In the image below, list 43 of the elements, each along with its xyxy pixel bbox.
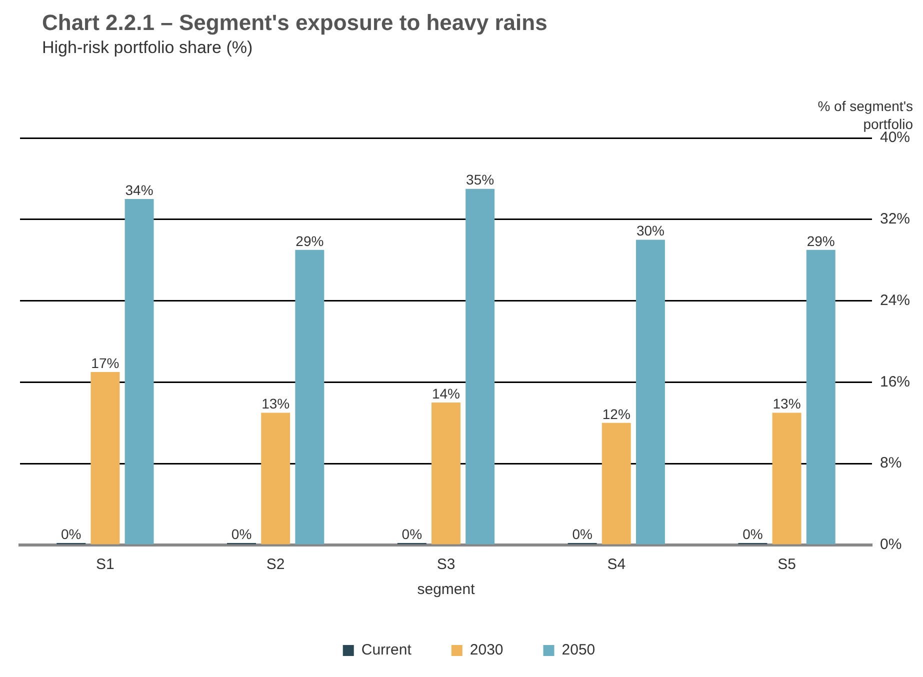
- data-label: 30%: [636, 222, 664, 239]
- x-tick-label: S5: [778, 556, 796, 574]
- y-tick-label: 16%: [880, 373, 910, 390]
- legend-label: 2030: [470, 642, 504, 659]
- chart-title: Chart 2.2.1 – Segment's exposure to heavy rains: [42, 10, 548, 36]
- y-tick-label: 24%: [880, 292, 910, 309]
- data-label: 12%: [602, 406, 630, 422]
- legend-label: 2050: [562, 642, 596, 659]
- bar: [90, 372, 120, 544]
- data-label: 17%: [91, 354, 120, 371]
- x-tick-label: S1: [96, 556, 114, 574]
- y-tick-label: 8%: [880, 454, 902, 472]
- data-label: 0%: [231, 526, 252, 542]
- data-label: 0%: [61, 526, 82, 542]
- x-tick-label: S2: [266, 556, 285, 574]
- bar: [124, 199, 154, 544]
- bar: [432, 402, 460, 544]
- y-tick-label: 0%: [880, 536, 902, 554]
- data-label: 13%: [262, 396, 290, 412]
- data-label: 14%: [432, 385, 460, 402]
- bar: [636, 240, 665, 544]
- y-tick-label: 40%: [880, 129, 910, 146]
- chart-subtitle: High-risk portfolio share (%): [42, 38, 254, 58]
- x-tick-label: S4: [607, 556, 626, 574]
- x-axis-title: segment: [417, 581, 476, 598]
- data-label: 29%: [806, 232, 835, 249]
- y-tick-label: 32%: [880, 210, 910, 228]
- bar: [772, 412, 802, 544]
- data-label: 0%: [572, 526, 592, 542]
- bar: [261, 412, 290, 544]
- y-axis-title: % of segment's portfolio: [818, 98, 914, 132]
- data-label: 13%: [772, 396, 801, 412]
- data-label: 29%: [296, 232, 324, 249]
- legend-label: Current: [361, 642, 412, 659]
- data-label: 34%: [125, 182, 154, 198]
- x-tick-label: S3: [436, 556, 456, 574]
- bar: [806, 250, 836, 544]
- bar: [466, 188, 495, 544]
- bar: [602, 422, 631, 544]
- data-label: 35%: [466, 172, 494, 188]
- data-label: 0%: [742, 526, 763, 542]
- data-label: 0%: [402, 526, 422, 542]
- bar: [295, 250, 324, 544]
